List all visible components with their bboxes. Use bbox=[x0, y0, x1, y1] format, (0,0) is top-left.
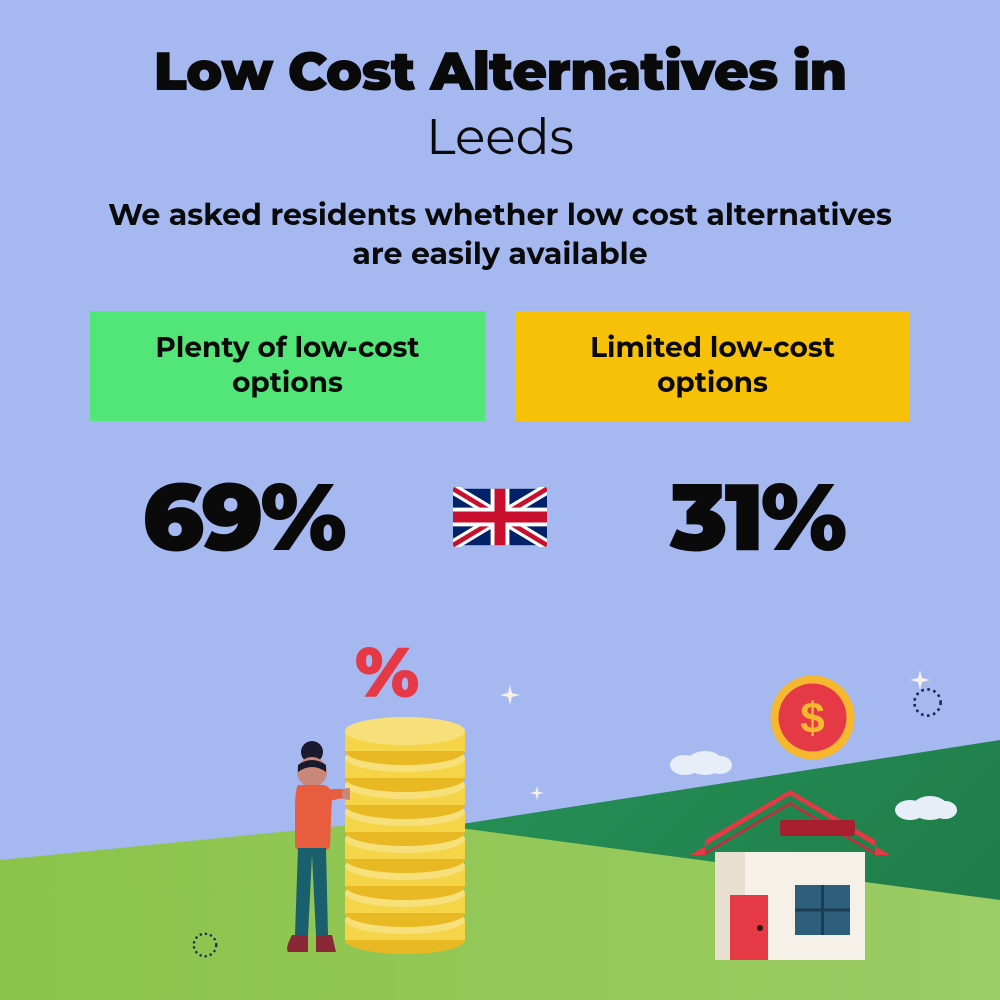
subtitle: We asked residents whether low cost alte… bbox=[0, 195, 1000, 273]
coin-stack-icon bbox=[340, 715, 470, 955]
sparkle-icon bbox=[530, 786, 544, 800]
option-limited-label: Limited low-cost options bbox=[545, 331, 880, 401]
title-line2: Leeds bbox=[0, 106, 1000, 167]
options-row: Plenty of low-cost options Limited low-c… bbox=[0, 311, 1000, 421]
dotted-circle-icon bbox=[190, 930, 220, 960]
house-icon bbox=[680, 780, 900, 965]
svg-text:$: $ bbox=[800, 694, 824, 743]
title-line1: Low Cost Alternatives in bbox=[0, 0, 1000, 104]
stats-row: 69% 31% bbox=[0, 459, 1000, 574]
cloud-icon bbox=[665, 745, 735, 775]
option-limited: Limited low-cost options bbox=[515, 311, 910, 421]
uk-flag-icon bbox=[453, 487, 547, 547]
option-plenty: Plenty of low-cost options bbox=[90, 311, 485, 421]
percent-icon: % bbox=[355, 629, 419, 715]
option-plenty-label: Plenty of low-cost options bbox=[120, 331, 455, 401]
sparkle-icon bbox=[500, 685, 520, 705]
cloud-icon bbox=[890, 790, 960, 820]
stat-right-value: 31% bbox=[587, 459, 927, 574]
person-icon bbox=[270, 740, 350, 960]
stat-left-value: 69% bbox=[73, 459, 413, 574]
dollar-coin-icon: $ bbox=[770, 675, 855, 760]
illustration-area: $ bbox=[0, 620, 1000, 1000]
dotted-circle-icon bbox=[910, 685, 945, 720]
infographic-container: Low Cost Alternatives in Leeds We asked … bbox=[0, 0, 1000, 1000]
